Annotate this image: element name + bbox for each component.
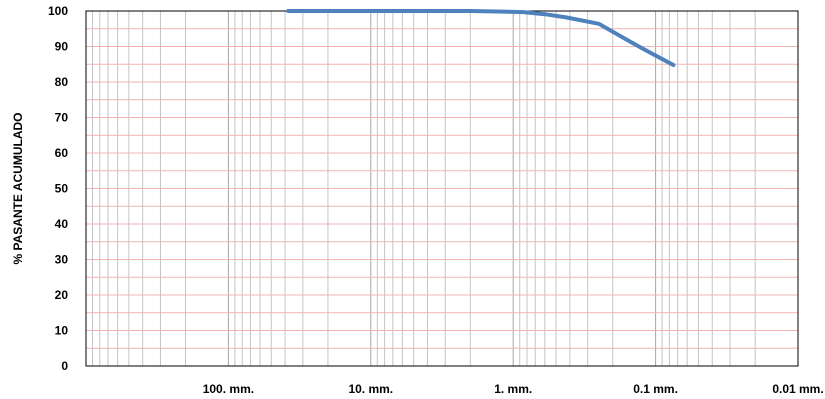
- data-point: [329, 9, 333, 13]
- series-group: [286, 9, 676, 67]
- data-point: [372, 9, 376, 13]
- data-point: [564, 15, 568, 19]
- x-tick-label: 100. mm.: [203, 382, 254, 396]
- y-tick-label: 10: [55, 324, 69, 338]
- y-tick-label: 40: [55, 217, 69, 231]
- y-tick-label: 100: [48, 4, 68, 18]
- horizontal-grid: [86, 10, 798, 349]
- y-tick-label: 50: [55, 182, 69, 196]
- series-line: [286, 9, 676, 67]
- y-tick-label: 20: [55, 288, 69, 302]
- data-point: [543, 12, 547, 16]
- y-axis-tick-labels: 0 10 20 30 40 50 60 70 80 90 100: [48, 4, 68, 373]
- y-tick-label: 60: [55, 146, 69, 160]
- data-point: [415, 9, 419, 13]
- data-point: [286, 9, 290, 13]
- y-tick-label: 0: [61, 359, 68, 373]
- x-tick-label: 0.01 mm.: [772, 382, 823, 396]
- data-point: [311, 9, 315, 13]
- y-tick-label: 80: [55, 75, 69, 89]
- x-tick-label: 1. mm.: [494, 382, 532, 396]
- y-tick-label: 90: [55, 40, 69, 54]
- data-point: [597, 22, 601, 26]
- y-tick-label: 30: [55, 253, 69, 267]
- y-axis-title: % PASANTE ACUMULADO: [11, 113, 25, 265]
- x-axis-tick-labels: 100. mm. 10. mm. 1. mm. 0.1 mm. 0.01 mm.: [203, 382, 824, 396]
- y-tick-label: 70: [55, 111, 69, 125]
- x-tick-label: 10. mm.: [348, 382, 393, 396]
- data-point: [521, 10, 525, 14]
- data-point: [628, 40, 633, 44]
- x-tick-label: 0.1 mm.: [633, 382, 678, 396]
- data-point: [671, 63, 675, 67]
- data-point: [354, 9, 358, 13]
- data-point: [468, 9, 472, 13]
- data-point: [650, 52, 654, 56]
